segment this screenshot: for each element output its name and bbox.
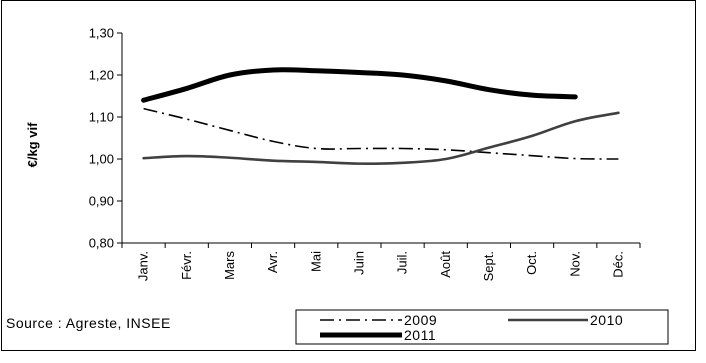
chart-frame (1, 0, 696, 351)
legend-label-2010: 2010 (590, 312, 623, 328)
x-tick-label: Mars (222, 251, 237, 280)
x-tick-label: Mai (308, 251, 323, 272)
y-tick-label: 0,80 (89, 236, 114, 251)
series-line-2010 (142, 111, 620, 165)
x-tick-label: Juin (351, 251, 366, 275)
legend-box (295, 309, 669, 345)
x-tick-label: Oct. (524, 251, 539, 275)
x-tick-label: Janv. (136, 251, 151, 281)
x-tick-label: Févr. (179, 251, 194, 280)
x-tick-label: Avr. (265, 251, 280, 273)
y-tick-label: 0,90 (89, 194, 114, 209)
y-tick-label: 1,10 (89, 110, 114, 125)
y-tick-label: 1,20 (89, 68, 114, 83)
y-axis: 0,80 0,90 1,00 1,10 1,20 1,30 (89, 26, 123, 251)
x-tick-label: Nov. (567, 251, 582, 277)
y-tick-label: 1,30 (89, 26, 114, 41)
y-axis-title: €/kg vif (25, 122, 40, 167)
x-tick-label: Août (438, 251, 453, 278)
series-layer (141, 67, 620, 165)
source-note: Source : Agreste, INSEE (6, 315, 171, 331)
series-line-2009 (143, 107, 619, 160)
y-tick-label: 1,00 (89, 152, 114, 167)
legend-label-2011: 2011 (404, 327, 436, 343)
legend: 2009 2010 2011 (295, 309, 669, 345)
series-line-2011 (141, 67, 578, 103)
x-tick-label: Sept. (481, 251, 496, 281)
x-tick-label: Déc. (610, 251, 625, 278)
x-tick-label: Juil. (395, 251, 410, 274)
legend-label-2009: 2009 (404, 312, 437, 328)
x-axis: Janv. Févr. Mars Avr. Mai Juin Juil. Août Sept. O… (121, 242, 641, 281)
